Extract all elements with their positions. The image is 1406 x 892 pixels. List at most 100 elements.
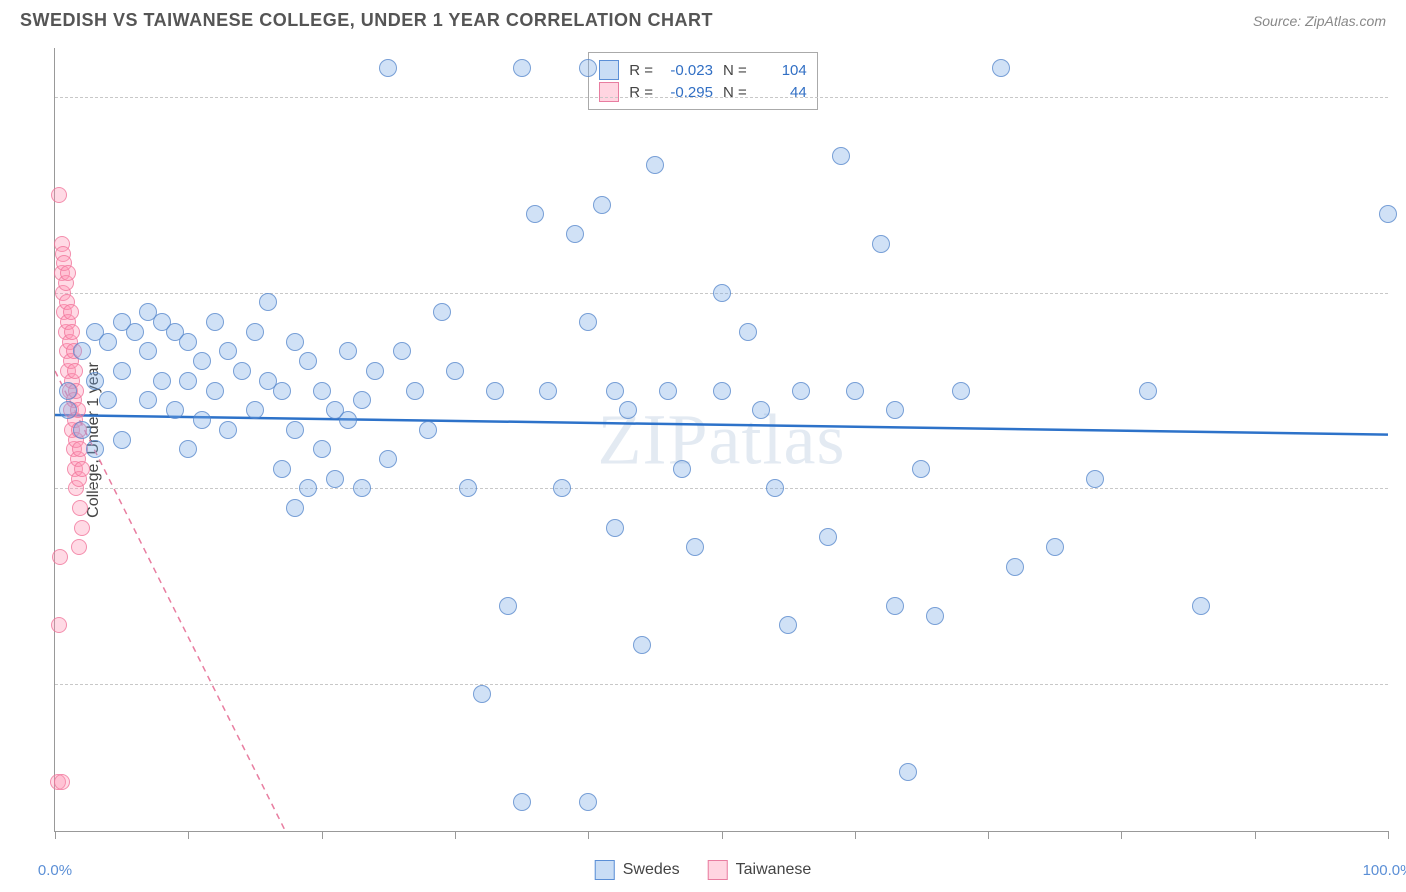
swatch-blue-icon xyxy=(595,860,615,880)
r-value-swedes: -0.023 xyxy=(663,62,713,79)
scatter-point xyxy=(193,411,211,429)
stats-row-swedes: R = -0.023 N = 104 xyxy=(599,60,807,80)
n-value-taiwanese: 44 xyxy=(757,84,807,101)
gridline xyxy=(55,488,1388,489)
y-tick-label: 40.0% xyxy=(1396,676,1406,693)
scatter-point xyxy=(339,411,357,429)
scatter-point xyxy=(926,607,944,625)
scatter-point xyxy=(606,519,624,537)
x-tick xyxy=(1255,831,1256,839)
scatter-point xyxy=(526,205,544,223)
swatch-pink-icon xyxy=(599,82,619,102)
series-legend: Swedes Taiwanese xyxy=(595,860,812,880)
scatter-point xyxy=(1086,470,1104,488)
r-label: R = xyxy=(629,84,653,101)
x-tick xyxy=(988,831,989,839)
scatter-point xyxy=(739,323,757,341)
n-value-swedes: 104 xyxy=(757,62,807,79)
source-attribution: Source: ZipAtlas.com xyxy=(1253,13,1386,29)
scatter-point xyxy=(353,391,371,409)
scatter-point xyxy=(433,303,451,321)
scatter-point xyxy=(593,196,611,214)
swatch-blue-icon xyxy=(599,60,619,80)
chart-title: SWEDISH VS TAIWANESE COLLEGE, UNDER 1 YE… xyxy=(20,10,713,31)
scatter-point xyxy=(73,421,91,439)
scatter-point xyxy=(326,470,344,488)
gridline xyxy=(55,684,1388,685)
x-tick xyxy=(55,831,56,839)
scatter-point xyxy=(99,333,117,351)
scatter-point xyxy=(166,401,184,419)
scatter-point xyxy=(486,382,504,400)
scatter-point xyxy=(339,342,357,360)
scatter-point xyxy=(1379,205,1397,223)
scatter-point xyxy=(219,421,237,439)
scatter-point xyxy=(54,774,70,790)
r-label: R = xyxy=(629,62,653,79)
scatter-point xyxy=(606,382,624,400)
scatter-point xyxy=(139,342,157,360)
x-tick xyxy=(855,831,856,839)
scatter-point xyxy=(59,401,77,419)
scatter-point xyxy=(1006,558,1024,576)
legend-item-taiwanese: Taiwanese xyxy=(708,860,812,880)
scatter-point xyxy=(286,333,304,351)
trend-lines-layer xyxy=(55,48,1388,831)
scatter-point xyxy=(566,225,584,243)
scatter-point xyxy=(74,520,90,536)
scatter-point xyxy=(886,401,904,419)
scatter-point xyxy=(1192,597,1210,615)
gridline xyxy=(55,97,1388,98)
scatter-point xyxy=(646,156,664,174)
r-value-taiwanese: -0.295 xyxy=(663,84,713,101)
scatter-point xyxy=(579,793,597,811)
scatter-point xyxy=(286,421,304,439)
legend-label-swedes: Swedes xyxy=(623,861,680,879)
plot-region: ZIPatlas R = -0.023 N = 104 R = -0.295 N… xyxy=(54,48,1388,832)
scatter-point xyxy=(779,616,797,634)
scatter-point xyxy=(819,528,837,546)
scatter-point xyxy=(60,265,76,281)
scatter-point xyxy=(513,793,531,811)
scatter-point xyxy=(499,597,517,615)
scatter-point xyxy=(406,382,424,400)
scatter-point xyxy=(832,147,850,165)
scatter-point xyxy=(579,313,597,331)
scatter-point xyxy=(619,401,637,419)
legend-label-taiwanese: Taiwanese xyxy=(736,861,812,879)
x-tick-label: 100.0% xyxy=(1363,862,1406,879)
x-tick xyxy=(722,831,723,839)
x-tick xyxy=(455,831,456,839)
scatter-point xyxy=(206,382,224,400)
scatter-point xyxy=(273,382,291,400)
scatter-point xyxy=(659,382,677,400)
scatter-point xyxy=(219,342,237,360)
scatter-point xyxy=(299,352,317,370)
scatter-point xyxy=(1046,538,1064,556)
scatter-point xyxy=(952,382,970,400)
x-tick xyxy=(322,831,323,839)
scatter-point xyxy=(179,333,197,351)
scatter-point xyxy=(846,382,864,400)
scatter-point xyxy=(992,59,1010,77)
scatter-point xyxy=(299,479,317,497)
scatter-point xyxy=(513,59,531,77)
stats-row-taiwanese: R = -0.295 N = 44 xyxy=(599,82,807,102)
swatch-pink-icon xyxy=(708,860,728,880)
scatter-point xyxy=(179,372,197,390)
scatter-point xyxy=(113,431,131,449)
x-tick xyxy=(588,831,589,839)
scatter-point xyxy=(1139,382,1157,400)
scatter-point xyxy=(72,500,88,516)
scatter-point xyxy=(52,549,68,565)
scatter-point xyxy=(713,284,731,302)
scatter-point xyxy=(579,59,597,77)
scatter-point xyxy=(193,352,211,370)
scatter-point xyxy=(713,382,731,400)
scatter-point xyxy=(313,382,331,400)
scatter-point xyxy=(872,235,890,253)
y-tick-label: 60.0% xyxy=(1396,480,1406,497)
scatter-point xyxy=(553,479,571,497)
x-tick xyxy=(188,831,189,839)
scatter-point xyxy=(353,479,371,497)
